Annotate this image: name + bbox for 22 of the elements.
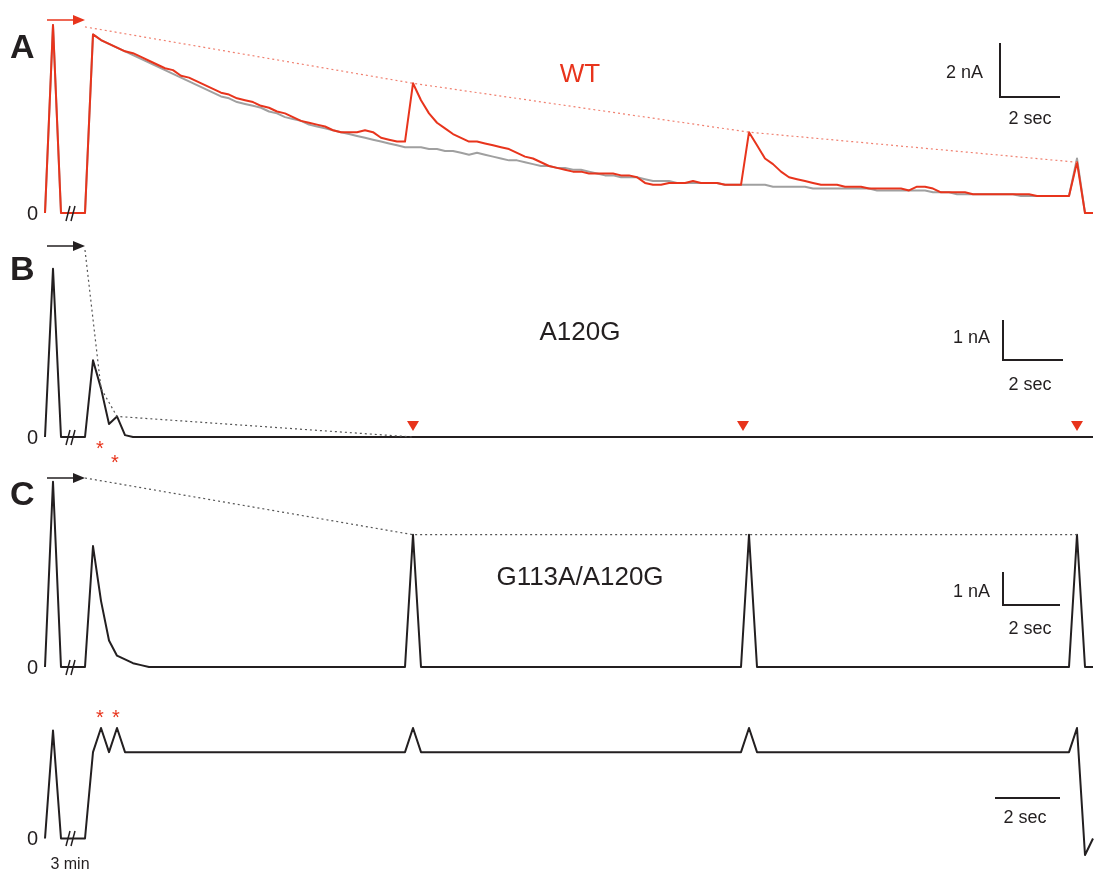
text: 0 [26,656,38,678]
annotation: * [96,437,105,459]
text: 0 [26,426,38,448]
text: 0 [26,827,38,849]
annotation: * [112,706,121,728]
text: WT [559,58,601,88]
text: * [111,451,120,473]
annotation: 2 sec [1008,374,1052,394]
annotation: 2 sec [1008,618,1052,638]
chart-title: B [10,249,35,287]
annotation: 1 nA [952,581,990,601]
annotation: 2 sec [1003,807,1047,827]
text: G113A/A120G [496,561,664,591]
annotation: 2 sec [1008,108,1052,128]
text: 0 [26,202,38,224]
chart-title: A [10,27,35,65]
annotation: 3 min [50,855,90,872]
chart-title: C [10,474,35,512]
text: A120G [539,316,621,346]
annotation: * [96,706,105,728]
annotation: 1 nA [952,327,990,347]
annotation: 2 nA [945,62,983,82]
